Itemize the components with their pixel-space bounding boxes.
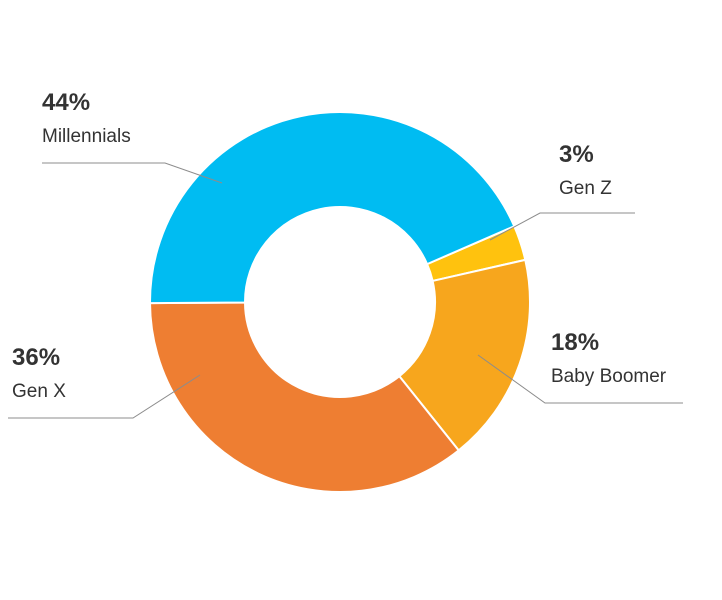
callout-millennials: 44% Millennials (42, 89, 223, 184)
slice-name-millennials: Millennials (42, 126, 131, 147)
leader-line-millennials (42, 162, 223, 184)
slice-name-gen-z: Gen Z (559, 178, 612, 199)
slice-baby-boomer (397, 258, 531, 452)
callout-gen-z: 3% Gen Z (489, 141, 635, 241)
slice-name-baby-boomer: Baby Boomer (551, 366, 667, 387)
slice-name-gen-x: Gen X (12, 381, 66, 402)
slice-pct-millennials: 44% (42, 89, 90, 116)
callout-gen-x: 36% Gen X (8, 344, 201, 419)
leader-line-gen-z (489, 212, 635, 241)
callout-baby-boomer: 18% Baby Boomer (477, 329, 683, 404)
slice-pct-baby-boomer: 18% (551, 329, 599, 356)
leader-line-gen-x (8, 374, 201, 419)
slice-millennials (149, 111, 516, 305)
leader-line-baby-boomer (477, 354, 683, 404)
donut-slices (148, 111, 531, 493)
slice-gen-x (148, 301, 461, 493)
slice-pct-gen-z: 3% (559, 141, 594, 168)
slice-pct-gen-x: 36% (12, 344, 60, 371)
